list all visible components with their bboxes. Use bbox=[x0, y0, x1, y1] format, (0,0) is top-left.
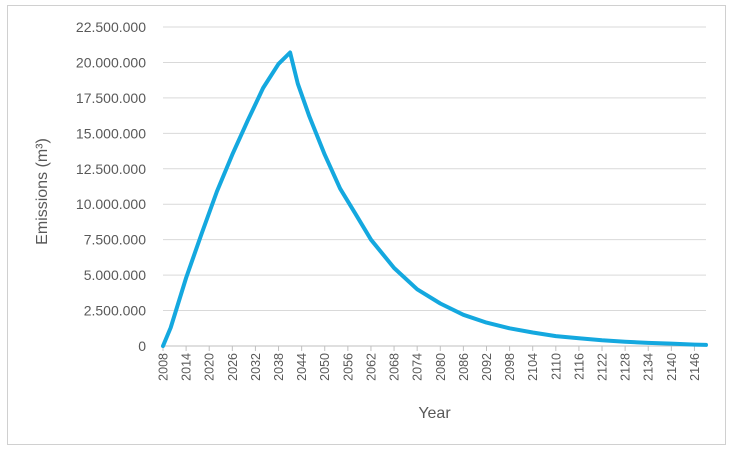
x-tick-label: 2134 bbox=[642, 353, 656, 381]
series-lines bbox=[161, 50, 708, 348]
x-tick-label: 2086 bbox=[457, 353, 471, 381]
x-tick-label: 2020 bbox=[203, 353, 217, 381]
x-tick-label: 2050 bbox=[318, 353, 332, 381]
y-tick-label: 5.000.000 bbox=[84, 267, 146, 283]
x-tick-label: 2080 bbox=[434, 353, 448, 381]
x-tick-label: 2008 bbox=[157, 353, 171, 381]
x-tick-label: 2032 bbox=[249, 353, 263, 381]
x-tick-label: 2038 bbox=[272, 353, 286, 381]
x-tick-label: 2014 bbox=[180, 353, 194, 381]
x-tick-label: 2074 bbox=[411, 353, 425, 381]
x-tick-label: 2116 bbox=[572, 353, 586, 380]
x-tick-label: 2128 bbox=[619, 353, 633, 381]
x-tick-label: 2056 bbox=[341, 353, 355, 381]
x-tick-label: 2098 bbox=[503, 353, 517, 381]
y-tick-label: 12.500.000 bbox=[76, 161, 146, 177]
x-tick-label: 2062 bbox=[364, 353, 378, 381]
y-tick-label: 22.500.000 bbox=[76, 19, 146, 35]
y-axis-title: Emissions (m³) bbox=[34, 138, 51, 245]
gridlines bbox=[163, 26, 706, 347]
x-tick-label: 2140 bbox=[665, 353, 679, 381]
y-tick-label: 20.000.000 bbox=[76, 54, 146, 70]
chart-frame bbox=[7, 5, 726, 445]
y-tick-label: 17.500.000 bbox=[76, 90, 146, 106]
y-tick-label: 7.500.000 bbox=[84, 232, 146, 248]
series-line-1 bbox=[161, 50, 708, 348]
x-tick-label: 2104 bbox=[526, 353, 540, 381]
y-tick-label: 10.000.000 bbox=[76, 196, 146, 212]
x-tick-label: 2092 bbox=[480, 353, 494, 381]
x-tick-label: 2110 bbox=[549, 353, 563, 380]
x-axis-ticks: 2008 2014 2020 2026 2032 2038 2044 2050 2056 2062… bbox=[157, 346, 702, 381]
y-tick-label: 2.500.000 bbox=[84, 303, 146, 319]
y-tick-label: 0 bbox=[138, 338, 146, 354]
x-tick-label: 2026 bbox=[226, 353, 240, 381]
x-tick-label: 2068 bbox=[388, 353, 402, 381]
y-axis-ticks: 0 2.500.000 5.000.000 7.500.000 10.000.000 12… bbox=[76, 19, 146, 354]
x-tick-label: 2122 bbox=[596, 353, 610, 381]
y-tick-label: 15.000.000 bbox=[76, 125, 146, 141]
x-axis-title: Year bbox=[418, 405, 451, 422]
x-tick-label: 2146 bbox=[688, 353, 702, 381]
x-tick-label: 2044 bbox=[295, 353, 309, 381]
